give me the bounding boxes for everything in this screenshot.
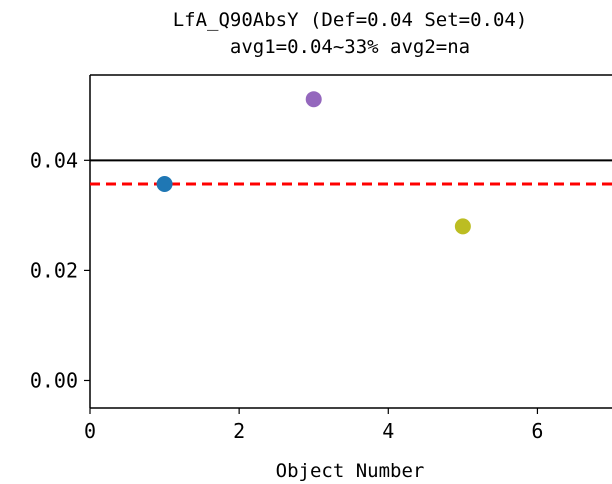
x-tick-label-2: 2 xyxy=(233,419,245,443)
y-tick-label-0.02: 0.02 xyxy=(30,258,78,282)
data-point-1 xyxy=(156,175,173,192)
chart-title-line-2: avg1=0.04~33% avg2=na xyxy=(230,36,470,58)
x-axis-label: Object Number xyxy=(276,460,425,482)
x-tick-label-6: 6 xyxy=(531,419,543,443)
x-tick-label-0: 0 xyxy=(84,419,96,443)
y-tick-label-0.04: 0.04 xyxy=(30,148,78,172)
data-point-2 xyxy=(305,91,322,108)
x-tick-label-4: 4 xyxy=(382,419,394,443)
y-tick-label-0.00: 0.00 xyxy=(30,368,78,392)
plot-area: 0 2 4 6 0.00 0.02 0.04 xyxy=(30,74,612,443)
chart-title-line-1: LfA_Q90AbsY (Def=0.04 Set=0.04) xyxy=(173,9,528,31)
data-point-3 xyxy=(454,218,471,235)
